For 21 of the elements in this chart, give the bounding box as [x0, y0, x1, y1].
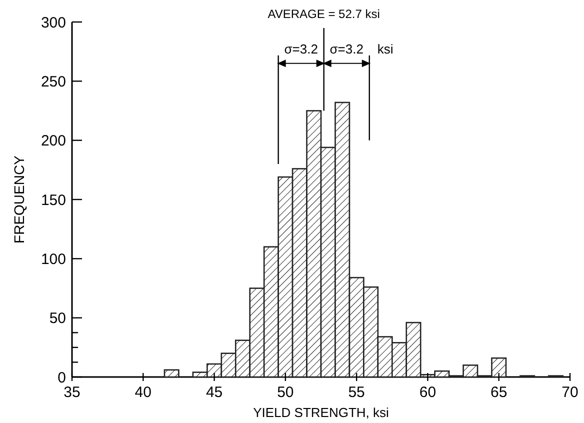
x-tick-label: 55 [348, 384, 365, 401]
y-tick-label: 100 [40, 250, 66, 268]
x-axis-title: YIELD STRENGTH, ksi [253, 405, 390, 420]
annotation: σ=3.2 [284, 41, 318, 56]
x-tick-label: 35 [64, 384, 80, 401]
x-tick-label: 60 [419, 384, 436, 401]
y-tick-label: 250 [40, 73, 66, 90]
y-tick-label: 0 [58, 369, 66, 386]
ref-line-label: AVERAGE = 52.7 ksi [268, 7, 380, 21]
y-axis-title: FREQUENCY [11, 154, 27, 244]
y-tick-label: 50 [49, 310, 66, 328]
y-tick-label: 200 [40, 132, 66, 150]
x-tick-label: 45 [206, 384, 223, 401]
x-tick-label: 50 [277, 384, 294, 401]
x-tick-label: 70 [562, 384, 578, 401]
y-tick-label: 150 [40, 192, 66, 209]
annotation: σ=3.2 [330, 41, 364, 56]
y-tick-label: 300 [40, 14, 66, 32]
x-tick-label: 40 [134, 384, 152, 401]
annotation: ksi [377, 41, 394, 56]
x-tick-label: 65 [490, 384, 508, 401]
